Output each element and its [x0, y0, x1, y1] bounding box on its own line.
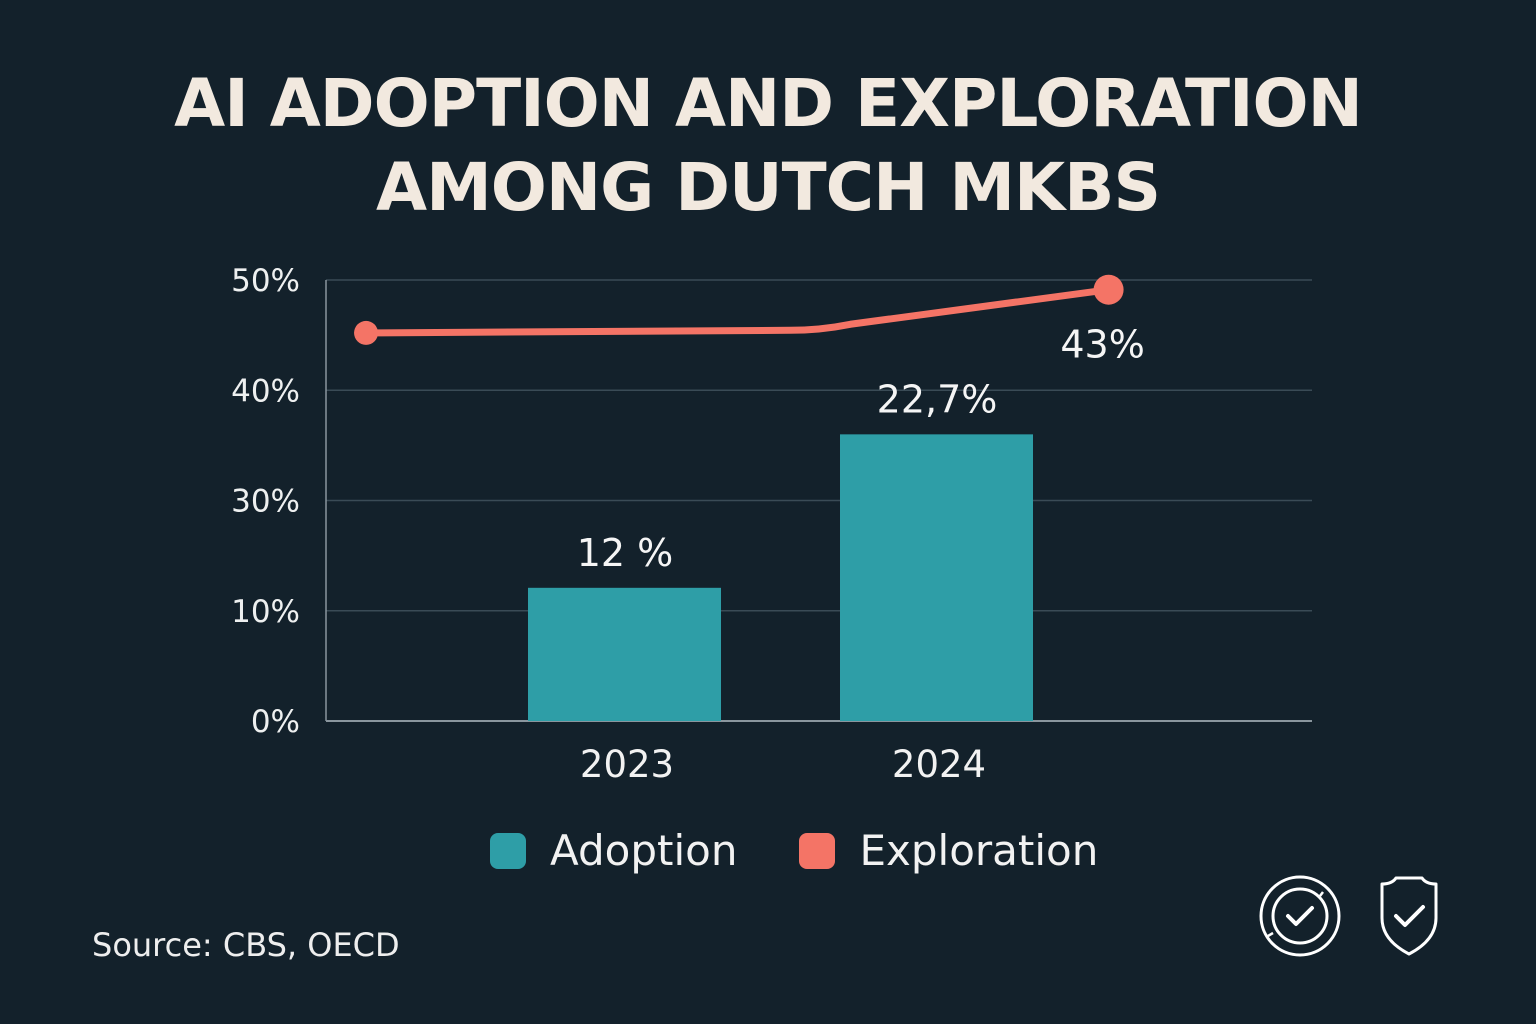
- exploration-data-label: 43%: [1060, 323, 1144, 367]
- shield-check-icon: [1380, 876, 1438, 956]
- title-line-1: AI ADOPTION AND EXPLORATION: [174, 65, 1363, 142]
- legend-item-exploration: Exploration: [799, 826, 1098, 875]
- legend-label-exploration: Exploration: [859, 826, 1099, 875]
- chart-title: AI ADOPTION AND EXPLORATION AMONG DUTCH …: [0, 62, 1536, 230]
- verified-seal-icon: [1259, 875, 1341, 957]
- y-tick-label: 50%: [231, 263, 300, 299]
- exploration-point: [1093, 274, 1124, 305]
- y-tick-label: 40%: [231, 373, 300, 409]
- exploration-line: [362, 286, 1113, 337]
- legend: Adoption Exploration: [490, 826, 1160, 875]
- y-tick-label: 0%: [251, 704, 300, 740]
- legend-item-adoption: Adoption: [490, 826, 737, 875]
- y-tick-label: 10%: [231, 594, 300, 630]
- y-tick-label: 30%: [231, 484, 300, 520]
- legend-swatch-adoption: [490, 832, 526, 869]
- bar-data-label: 12 %: [577, 531, 674, 575]
- x-tick-label: 2024: [892, 743, 986, 786]
- bar-2024: [840, 434, 1033, 721]
- legend-swatch-exploration: [799, 832, 836, 869]
- legend-label-adoption: Adoption: [550, 826, 738, 875]
- bar-2023: [528, 587, 721, 721]
- bar-data-label: 22,7%: [877, 377, 998, 421]
- title-line-2: AMONG DUTCH MKBS: [376, 149, 1161, 226]
- exploration-point: [354, 320, 379, 345]
- source-note: Source: CBS, OECD: [92, 926, 400, 964]
- x-tick-label: 2023: [580, 743, 674, 786]
